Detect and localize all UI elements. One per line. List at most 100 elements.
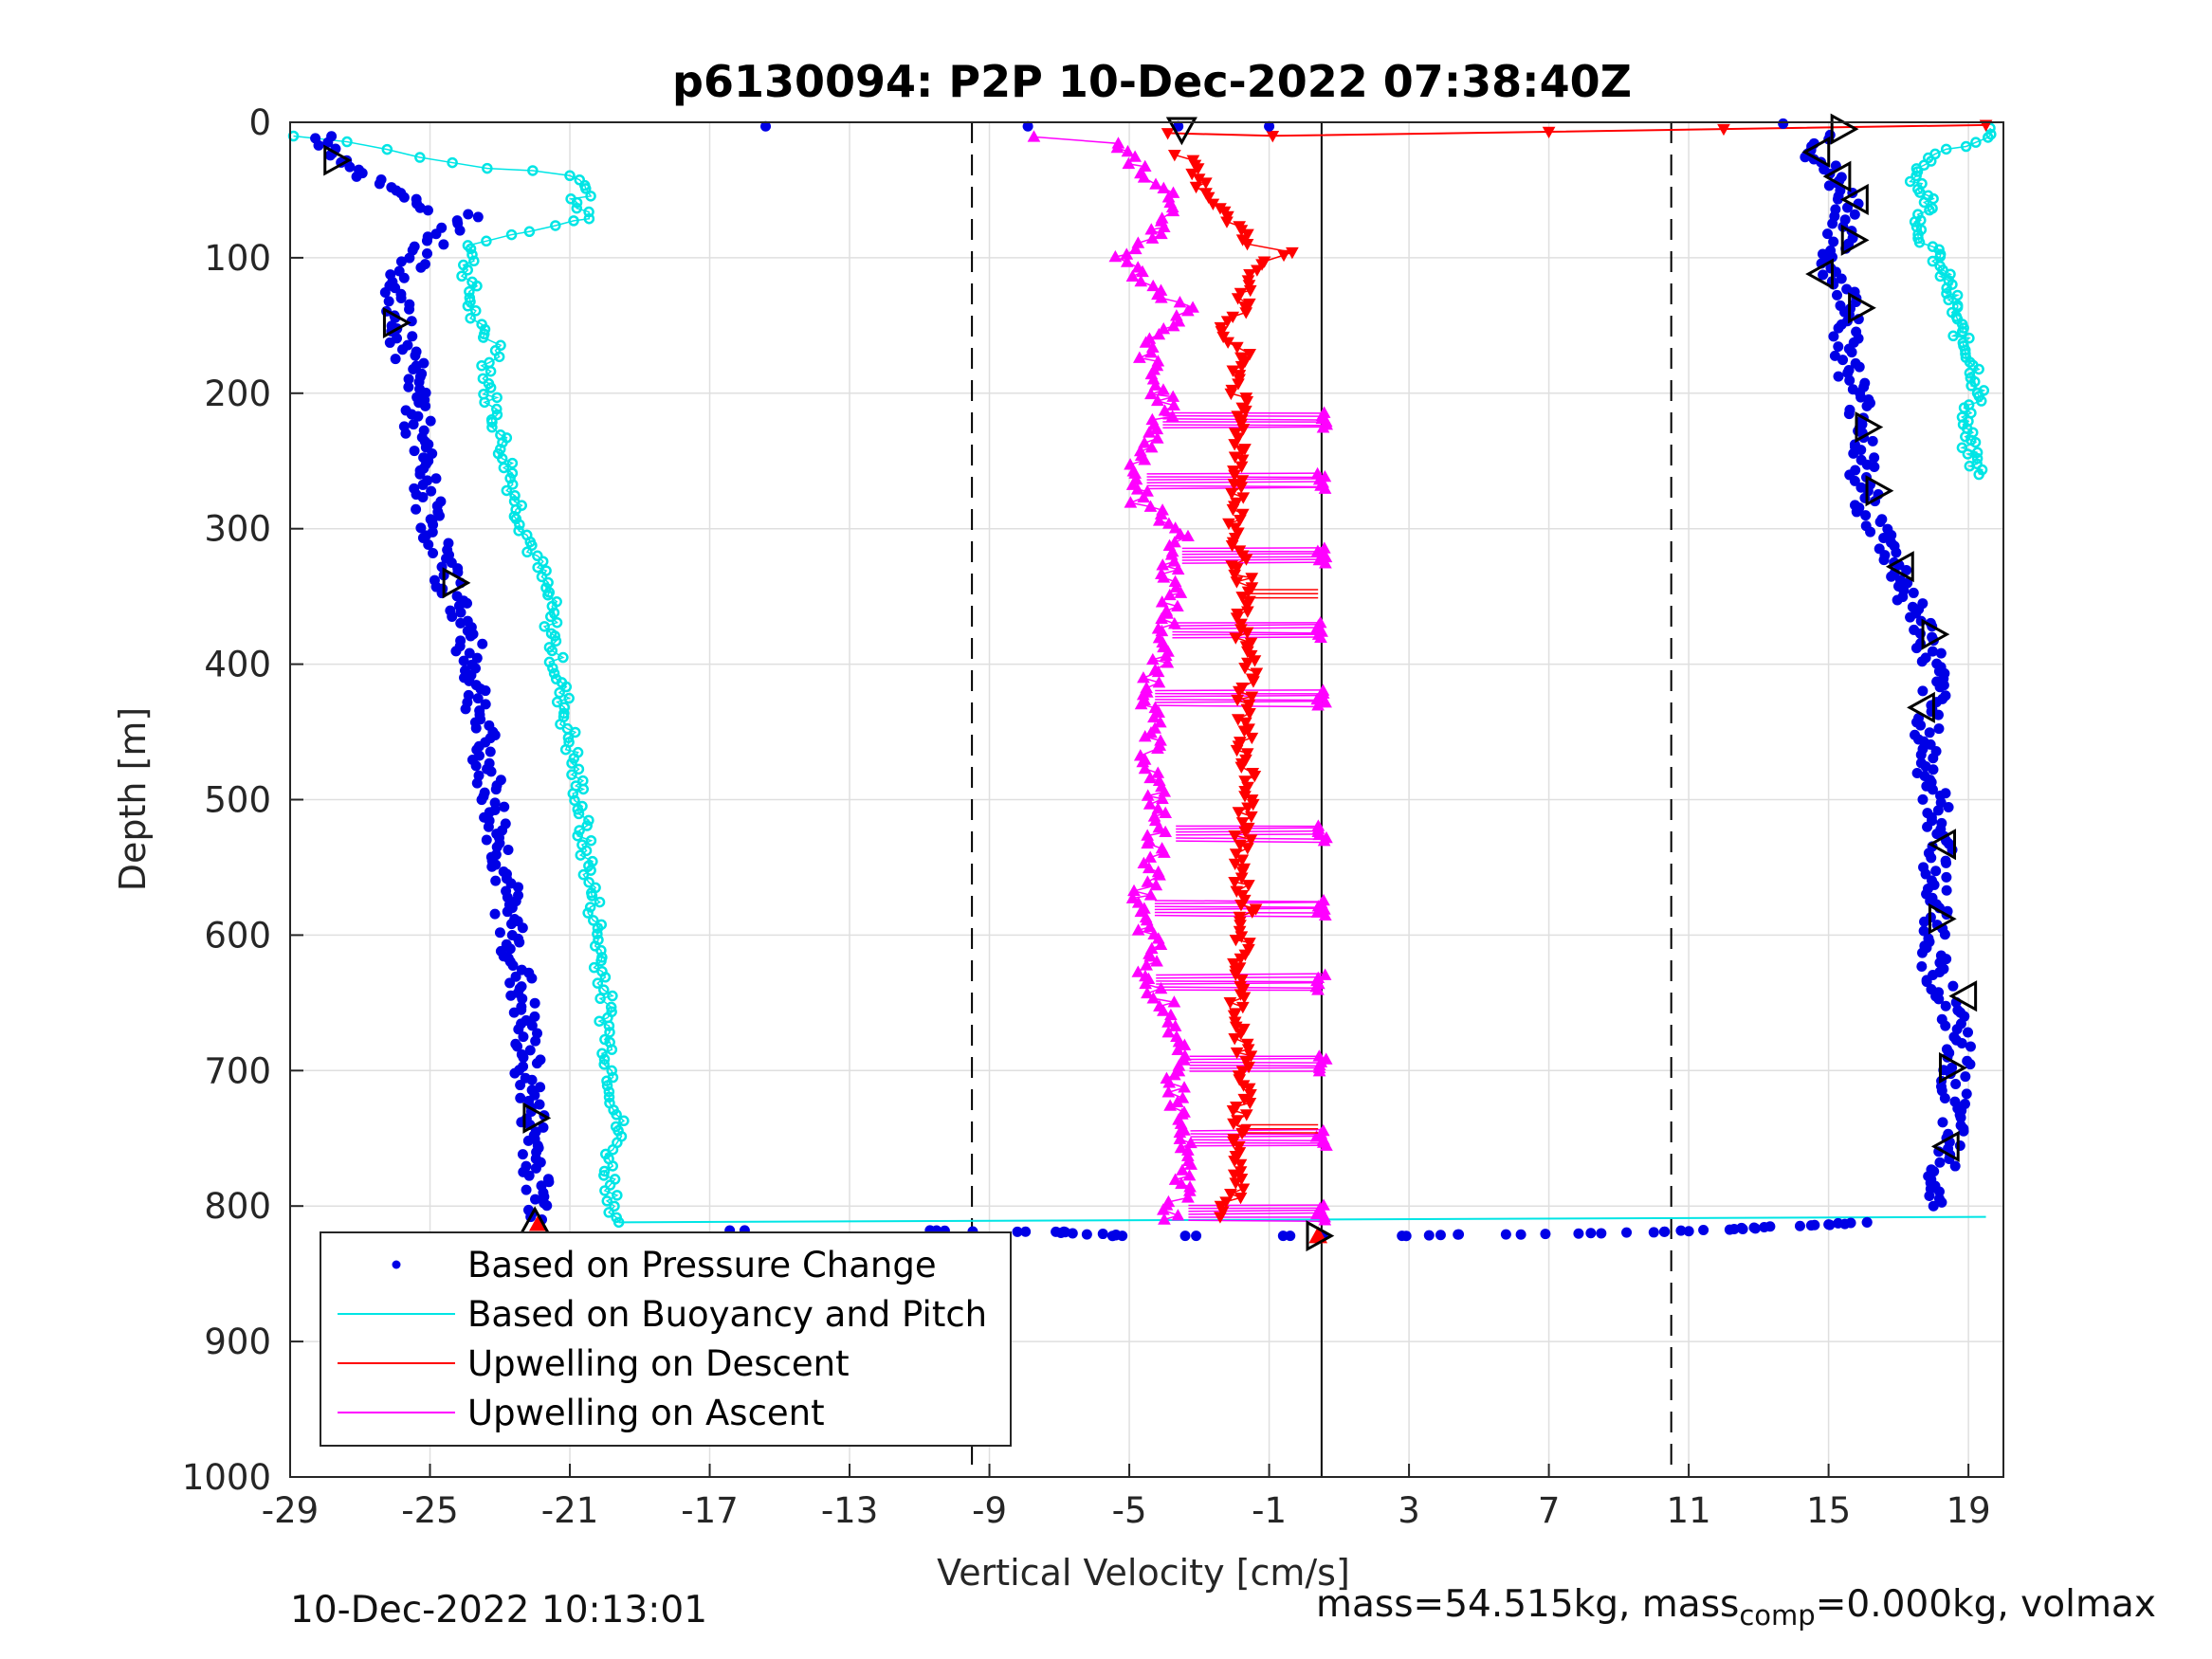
upwelling-ascent-point (1143, 500, 1158, 512)
pressure-point (1930, 866, 1942, 877)
upwelling-descent-point (1167, 149, 1181, 162)
buoyancy-point (1941, 283, 1952, 294)
pressure-point (490, 875, 502, 886)
upwelling-ascent-point (1143, 920, 1157, 933)
upwelling-descent-point (1224, 388, 1238, 401)
pressure-point (1905, 611, 1916, 623)
pressure-point (515, 1080, 526, 1091)
buoyancy-point (466, 248, 478, 261)
upwelling-descent-point (1245, 732, 1259, 745)
upwelling-ascent-point (1161, 1085, 1176, 1098)
buoyancy-point (571, 202, 583, 214)
legend-label: Upwelling on Descent (467, 1343, 850, 1384)
pressure-point (1891, 547, 1902, 558)
upwelling-ascent-point (1143, 861, 1156, 874)
buoyancy-point (594, 993, 606, 1005)
pressure-point (502, 906, 513, 918)
buoyancy-point (605, 1001, 617, 1013)
pressure-point (521, 1184, 532, 1195)
pressure-point (1940, 1020, 1951, 1031)
upwelling-ascent-point (1137, 171, 1151, 183)
buoyancy-point (1951, 289, 1964, 301)
buoyancy-point (559, 743, 572, 756)
upwelling-ascent-point (1157, 1004, 1170, 1016)
upwelling-ascent-spike (1181, 553, 1322, 556)
buoyancy-point (498, 462, 510, 474)
buoyancy-point (1940, 143, 1952, 155)
pressure-point (455, 617, 466, 629)
upwelling-ascent-spike (1190, 1133, 1322, 1136)
upwelling-ascent-point (1125, 269, 1140, 282)
upwelling-descent-point (1228, 569, 1242, 582)
x-tick-label: -25 (401, 1490, 458, 1531)
buoyancy-point (603, 1085, 615, 1098)
buoyancy-point (493, 351, 505, 363)
upwelling-ascent-spike (1189, 1057, 1322, 1061)
upwelling-ascent-point (1138, 436, 1151, 448)
upwelling-descent-point (1230, 576, 1244, 589)
upwelling-ascent-point (1318, 1213, 1332, 1226)
pressure-point (504, 977, 516, 989)
upwelling-descent-point (1229, 934, 1243, 947)
upwelling-descent-point (1233, 685, 1246, 699)
upwelling-descent-point (1247, 676, 1260, 688)
upwelling-ascent-point (1130, 483, 1144, 495)
buoyancy-point (414, 152, 426, 163)
upwelling-descent-point (1161, 128, 1175, 140)
buoyancy-point (1973, 363, 1984, 375)
pressure-point (417, 479, 429, 490)
pressure-point (455, 607, 466, 618)
pressure-point (1833, 341, 1844, 353)
pressure-point (1928, 1200, 1939, 1212)
upwelling-ascent-point (1137, 490, 1151, 503)
pressure-point (1916, 656, 1928, 667)
upwelling-descent-point (1235, 866, 1250, 879)
upwelling-ascent-point (1320, 1139, 1333, 1151)
buoyancy-point (505, 228, 518, 241)
upwelling-ascent-point (1134, 697, 1148, 710)
pressure-point (428, 520, 439, 531)
buoyancy-point (601, 1075, 612, 1086)
buoyancy-point (571, 196, 583, 209)
pressure-point (428, 548, 439, 559)
buoyancy-point (546, 645, 558, 657)
buoyancy-point (611, 1109, 622, 1121)
pressure-point (1837, 355, 1849, 366)
pressure-point (526, 973, 538, 984)
buoyancy-point (514, 519, 525, 531)
pressure-point (526, 1020, 538, 1031)
y-tick-label: 200 (204, 374, 271, 414)
direction-marker (1928, 902, 1957, 935)
pressure-point (1869, 462, 1880, 473)
pressure-point (395, 293, 407, 304)
pressure-point (1928, 764, 1939, 775)
pressure-point (1908, 587, 1919, 598)
buoyancy-point (586, 890, 598, 902)
pressure-point (1932, 805, 1944, 816)
upwelling-descent-point (1233, 514, 1247, 527)
upwelling-ascent-point (1143, 850, 1158, 863)
upwelling-descent-point (1234, 974, 1249, 987)
upwelling-ascent-point (1141, 986, 1154, 999)
buoyancy-point (606, 1044, 618, 1055)
pressure-point (403, 381, 414, 392)
pressure-point (397, 344, 409, 356)
buoyancy-point (1964, 367, 1976, 379)
upwelling-ascent-point (1156, 558, 1170, 571)
upwelling-ascent-point (1317, 834, 1331, 847)
y-tick-label: 300 (204, 509, 271, 550)
buoyancy-point (468, 255, 480, 267)
pressure-point (1400, 1231, 1412, 1242)
upwelling-ascent-point (1151, 741, 1164, 754)
pressure-point (1933, 723, 1945, 735)
pressure-point (1941, 884, 1952, 896)
direction-marker (1928, 829, 1957, 861)
upwelling-ascent-line (1033, 136, 1195, 1221)
buoyancy-point (1956, 442, 1968, 454)
upwelling-descent-point (1232, 1140, 1246, 1154)
upwelling-ascent-point (1159, 806, 1173, 818)
pressure-point (1573, 1228, 1584, 1239)
pressure-point (1892, 594, 1903, 606)
buoyancy-point (1983, 132, 1994, 143)
upwelling-ascent-point (1138, 761, 1152, 775)
